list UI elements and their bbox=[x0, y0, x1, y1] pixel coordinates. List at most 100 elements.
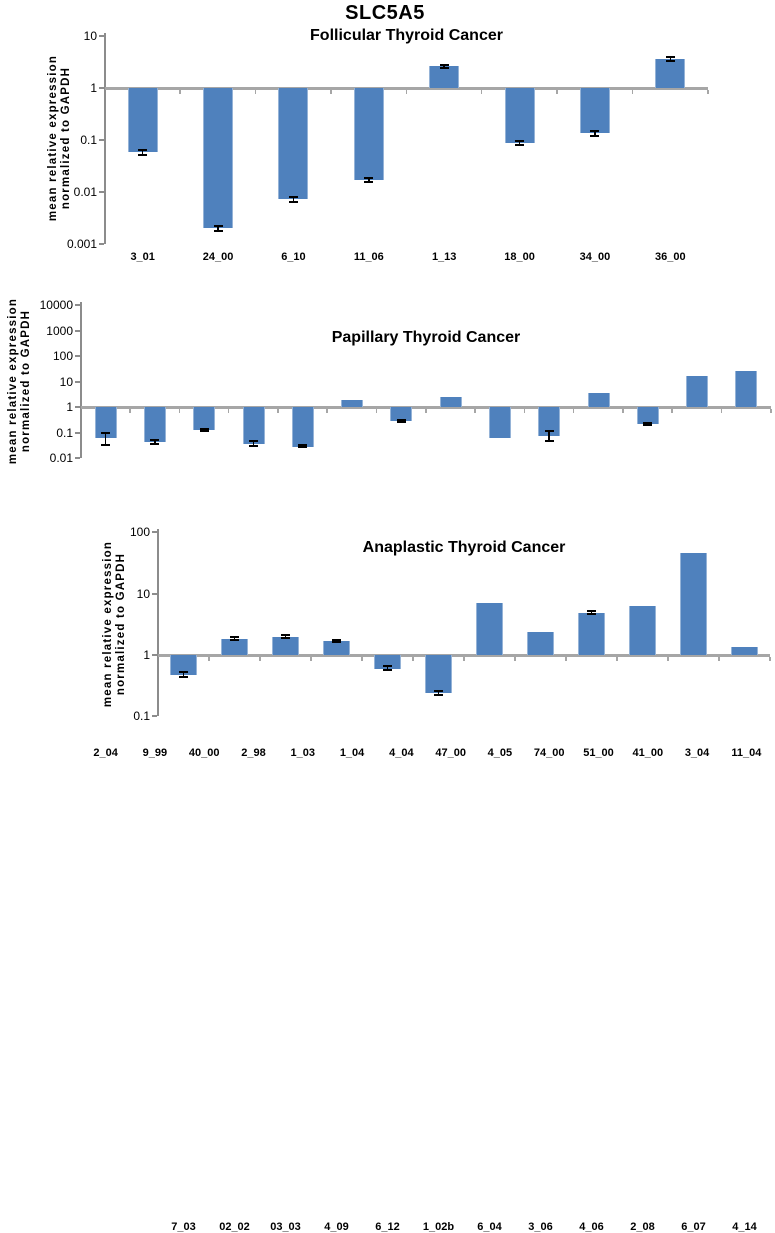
x-label-11_04: 11_04 bbox=[731, 747, 762, 759]
bar-9_99 bbox=[143, 407, 166, 442]
error-bar-cap-top-3_01 bbox=[138, 148, 148, 151]
y-axis-tick bbox=[152, 592, 157, 595]
error-bar-line-9_99 bbox=[154, 440, 156, 444]
y-axis-label: mean relative expression normalized to GA… bbox=[102, 514, 128, 734]
y-tick-label: 1 bbox=[90, 81, 97, 95]
bar-4_14 bbox=[731, 647, 758, 655]
bar-51_00 bbox=[587, 392, 610, 407]
error-bar-cap-bottom-4_09 bbox=[332, 641, 341, 644]
bar-2_98 bbox=[242, 407, 265, 445]
y-tick-label: 1 bbox=[143, 648, 150, 662]
chart-title-follicular: Follicular Thyroid Cancer bbox=[310, 27, 503, 44]
y-tick-label: 0.01 bbox=[73, 185, 97, 199]
error-bar-cap-top-9_99 bbox=[150, 439, 160, 442]
y-axis-label-line2: normalized to GAPDH bbox=[20, 309, 32, 453]
error-bar-line-41_00 bbox=[647, 423, 649, 426]
bar-40_00 bbox=[193, 407, 216, 431]
y-axis-tick bbox=[75, 457, 80, 459]
x-label-24_00: 24_00 bbox=[202, 251, 234, 263]
bar-34_00 bbox=[579, 88, 610, 134]
x-axis-tick bbox=[572, 409, 575, 413]
x-axis-tick bbox=[480, 90, 483, 94]
bar-1_13 bbox=[429, 66, 460, 88]
x-axis-baseline bbox=[158, 654, 770, 657]
x-label-34_00: 34_00 bbox=[579, 251, 611, 263]
bar-7_03 bbox=[170, 655, 197, 675]
error-bar-cap-bottom-6_10 bbox=[288, 200, 298, 203]
bar-6_07 bbox=[680, 552, 707, 655]
x-axis-tick bbox=[707, 90, 709, 94]
y-axis-tick bbox=[152, 654, 157, 656]
error-bar-cap-top-74_00 bbox=[544, 430, 554, 433]
x-axis-baseline bbox=[81, 406, 771, 409]
x-axis-tick bbox=[474, 409, 476, 413]
bar-3_06 bbox=[527, 631, 554, 655]
y-axis-tick bbox=[99, 87, 104, 89]
error-bar-cap-bottom-2_98 bbox=[249, 445, 258, 448]
y-axis-label-line2: normalized to GAPDH bbox=[60, 66, 72, 210]
error-bar-line-4_09 bbox=[335, 639, 338, 643]
y-axis-tick bbox=[152, 715, 157, 718]
error-bar-cap-top-41_00 bbox=[643, 422, 653, 425]
error-bar-line-1_13 bbox=[443, 64, 445, 69]
y-axis-tick bbox=[99, 139, 104, 141]
error-bar-cap-top-6_12 bbox=[383, 665, 392, 668]
error-bar-line-1_02b bbox=[437, 690, 440, 696]
error-bar-cap-bottom-74_00 bbox=[544, 440, 554, 443]
x-axis-tick bbox=[631, 90, 634, 94]
x-axis-tick bbox=[718, 657, 720, 661]
error-bar-cap-bottom-36_00 bbox=[665, 59, 675, 62]
error-bar-line-6_10 bbox=[292, 197, 295, 202]
bar-4_06 bbox=[578, 612, 605, 655]
bar-2_08 bbox=[629, 605, 656, 655]
x-axis-tick bbox=[179, 90, 181, 94]
error-bar-line-4_04 bbox=[400, 419, 403, 422]
error-bar-cap-bottom-03_03 bbox=[281, 636, 290, 639]
y-tick-label: 100 bbox=[52, 349, 73, 363]
y-axis-tick bbox=[75, 431, 80, 434]
bar-3_01 bbox=[127, 88, 158, 153]
y-tick-label: 0.001 bbox=[66, 237, 97, 251]
error-bar-cap-bottom-41_00 bbox=[643, 424, 653, 427]
bar-11_06 bbox=[353, 88, 384, 181]
y-axis-label-line1: mean relative expression bbox=[7, 297, 19, 465]
error-bar-line-74_00 bbox=[548, 431, 550, 442]
y-axis-label-line2: normalized to GAPDH bbox=[115, 552, 127, 696]
bar-4_09 bbox=[323, 640, 350, 655]
error-bar-cap-bottom-9_99 bbox=[150, 442, 160, 445]
bar-1_02b bbox=[425, 655, 452, 693]
x-axis-tick bbox=[514, 657, 516, 661]
error-bar-cap-top-11_06 bbox=[364, 177, 374, 180]
error-bar-cap-bottom-2_04 bbox=[101, 444, 111, 447]
error-bar-cap-bottom-4_06 bbox=[587, 613, 596, 616]
error-bar-cap-top-4_09 bbox=[332, 638, 341, 641]
x-label-36_00: 36_00 bbox=[655, 251, 686, 263]
x-axis-tick bbox=[375, 409, 378, 413]
error-bar-cap-top-1_13 bbox=[439, 63, 449, 66]
x-axis-tick bbox=[178, 409, 181, 413]
x-axis-tick bbox=[463, 657, 465, 661]
x-label-18_00: 18_00 bbox=[504, 251, 535, 263]
x-axis-tick bbox=[523, 409, 526, 413]
y-axis-tick bbox=[99, 243, 104, 245]
chart-papillary-thyroid-cancer: 10000 1000 100 10 1 0.1 0.01 2_04 9_99 40_00 2_98 1… bbox=[0, 280, 775, 759]
bar-4_04 bbox=[390, 407, 413, 421]
bar-47_00 bbox=[439, 396, 462, 407]
bar-6_12 bbox=[374, 655, 401, 669]
error-bar-cap-top-1_03 bbox=[298, 444, 308, 447]
y-tick-label: 10 bbox=[59, 374, 73, 389]
x-axis-tick bbox=[326, 409, 328, 413]
chart-follicular-thyroid-cancer: 10 1 0.1 0.01 0.001 3_01 24_00 6_10 11_06 1_13 18_… bbox=[0, 0, 775, 280]
x-axis-tick bbox=[425, 409, 427, 413]
bar-02_02 bbox=[221, 638, 248, 655]
y-axis-tick bbox=[75, 355, 80, 357]
x-label-1_13: 1_13 bbox=[431, 251, 457, 263]
error-bar-cap-bottom-3_01 bbox=[138, 153, 148, 156]
x-axis-tick bbox=[405, 90, 407, 94]
x-axis-tick bbox=[671, 409, 673, 413]
error-bar-line-34_00 bbox=[594, 130, 596, 136]
x-label-6_10: 6_10 bbox=[281, 251, 306, 263]
x-axis-tick bbox=[129, 409, 131, 413]
error-bar-line-6_12 bbox=[386, 666, 389, 671]
y-tick-label: 1 bbox=[66, 400, 73, 414]
